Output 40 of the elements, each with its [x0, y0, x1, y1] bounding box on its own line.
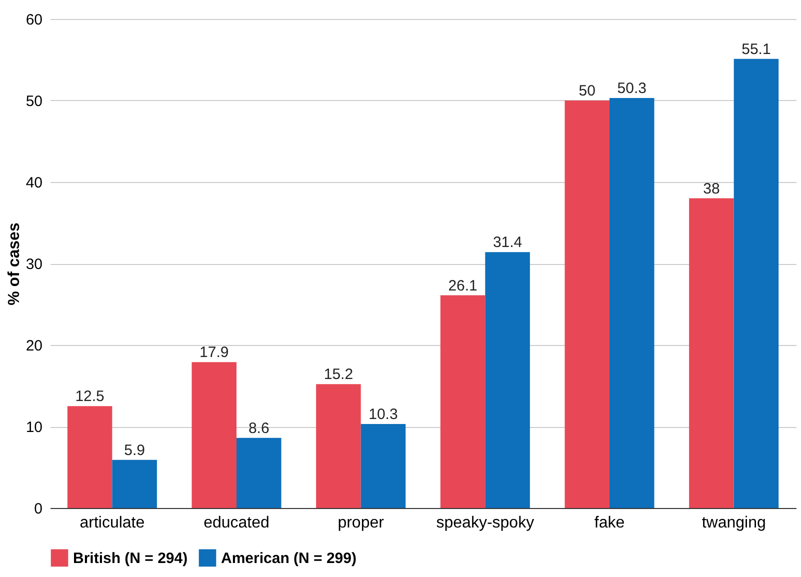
y-tick-label: 50: [26, 93, 42, 110]
y-axis-title: % of cases: [6, 222, 23, 306]
data-label: 8.6: [248, 420, 270, 437]
y-tick-label: 60: [26, 12, 42, 28]
data-label: 5.9: [124, 442, 145, 459]
bar: [610, 98, 654, 508]
data-label: 31.4: [492, 234, 522, 252]
x-tick-label: proper: [338, 514, 385, 532]
data-label: 50.3: [617, 80, 646, 98]
y-tick-label: 30: [26, 256, 42, 273]
x-tick-label: educated: [204, 514, 270, 532]
data-label: 38: [703, 180, 720, 198]
bar: [360, 424, 406, 508]
bar: [734, 58, 779, 508]
data-label: 12.5: [75, 388, 104, 406]
data-label: 55.1: [742, 40, 771, 58]
data-label: 50: [578, 82, 596, 100]
y-tick-label: 10: [26, 419, 42, 436]
x-tick-label: speaky-spoky: [436, 514, 534, 532]
bar: [564, 100, 610, 508]
bar: [112, 460, 157, 508]
bar: [192, 362, 236, 508]
x-tick-label: fake: [594, 514, 625, 532]
legend-label: British (N = 294): [73, 550, 188, 567]
bar: [316, 384, 361, 508]
data-label: 17.9: [200, 344, 229, 362]
y-tick-label: 20: [26, 338, 42, 354]
bar: [689, 198, 734, 508]
bar: [440, 295, 486, 508]
legend-label: American (N = 299): [221, 550, 356, 567]
data-label: 10.3: [368, 406, 398, 424]
bar: [67, 406, 112, 508]
data-label: 26.1: [448, 277, 478, 294]
data-label: 15.2: [324, 366, 354, 384]
bar: [485, 252, 530, 508]
y-tick-label: 40: [26, 174, 42, 192]
bar: [236, 438, 282, 508]
y-tick-label: 0: [34, 500, 42, 518]
x-tick-label: twanging: [702, 514, 766, 532]
x-tick-label: articulate: [80, 514, 145, 532]
